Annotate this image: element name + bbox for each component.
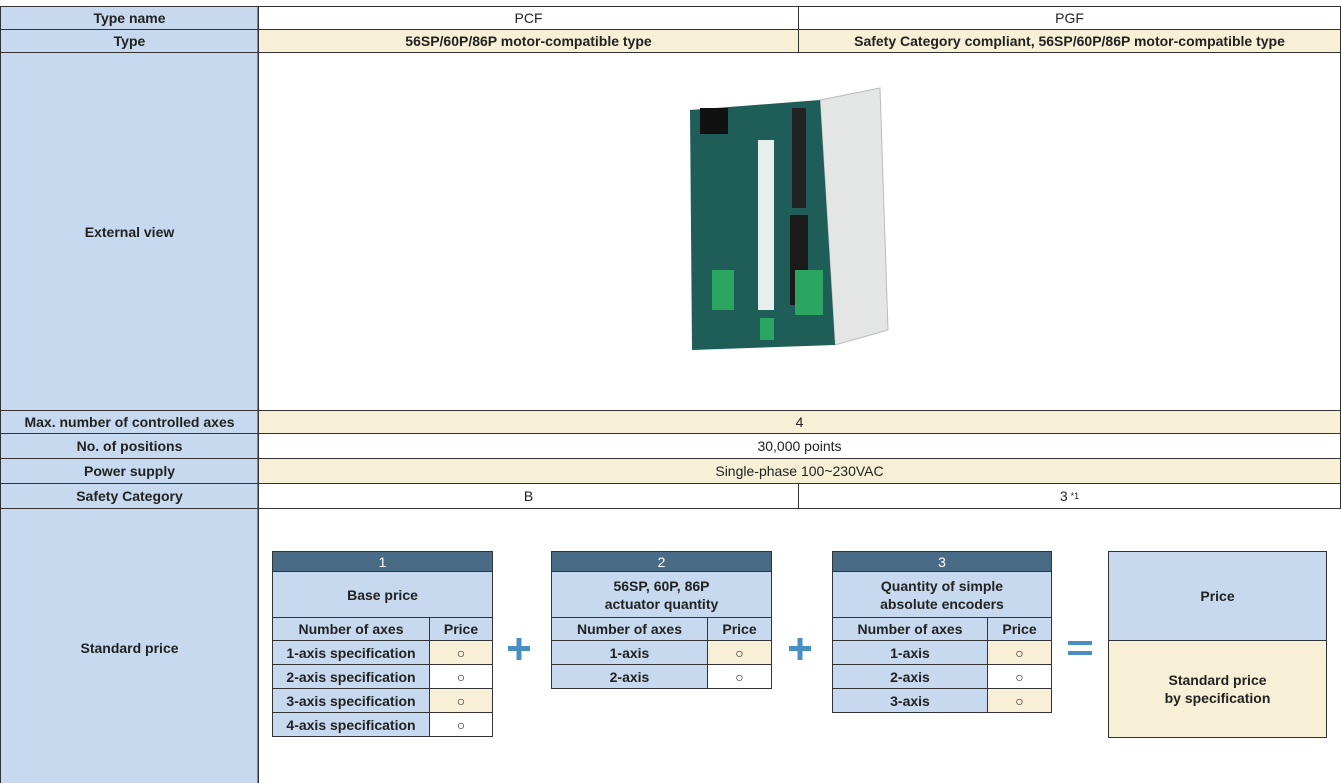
row-label: No. of positions [0,433,259,459]
axis-label: 2-axis [551,664,708,689]
row-label: Max. number of controlled axes [0,410,259,434]
result-body: Standard price by specification [1108,640,1327,738]
column-header: Price [707,617,772,641]
image-cell [258,52,1341,411]
value-cell: 30,000 points [258,433,1341,459]
axis-label: 3-axis specification [272,688,430,713]
block-number: 3 [832,551,1052,572]
value-cell: Safety Category compliant, 56SP/60P/86P … [798,29,1341,53]
value-cell: 3 *1 [798,483,1341,509]
axis-label: 1-axis [832,640,988,665]
column-header: Number of axes [551,617,708,641]
column-header: Number of axes [832,617,988,641]
price-mark: ○ [987,688,1052,713]
row-label: External view [0,52,259,411]
column-header: Number of axes [272,617,430,641]
axis-label: 2-axis specification [272,664,430,689]
column-header: Price [429,617,493,641]
price-mark: ○ [987,664,1052,689]
value-cell: B [258,483,799,509]
value-cell: PCF [258,6,799,30]
block-number: 2 [551,551,772,572]
column-header: Price [987,617,1052,641]
block-number: 1 [272,551,493,572]
price-mark: ○ [707,640,772,665]
axis-label: 1-axis specification [272,640,430,665]
block-title: Quantity of simple absolute encoders [832,571,1052,618]
row-label: Power supply [0,458,259,484]
row-label: Type name [0,6,259,30]
result-title: Price [1108,551,1327,641]
footnote-mark: *1 [1070,491,1080,501]
axis-label: 2-axis [832,664,988,689]
value-cell: PGF [798,6,1341,30]
row-label: Safety Category [0,483,259,509]
row-label: Standard price [0,508,259,783]
value-cell: Single-phase 100~230VAC [258,458,1341,484]
price-mark: ○ [429,640,493,665]
block-title: 56SP, 60P, 86P actuator quantity [551,571,772,618]
price-mark: ○ [987,640,1052,665]
axis-label: 4-axis specification [272,712,430,737]
value-cell: 56SP/60P/86P motor-compatible type [258,29,799,53]
price-mark: ○ [429,688,493,713]
block-title: Base price [272,571,493,618]
axis-label: 1-axis [551,640,708,665]
axis-label: 3-axis [832,688,988,713]
value-cell: 4 [258,410,1341,434]
price-mark: ○ [429,712,493,737]
row-label: Type [0,29,259,53]
price-mark: ○ [429,664,493,689]
price-mark: ○ [707,664,772,689]
